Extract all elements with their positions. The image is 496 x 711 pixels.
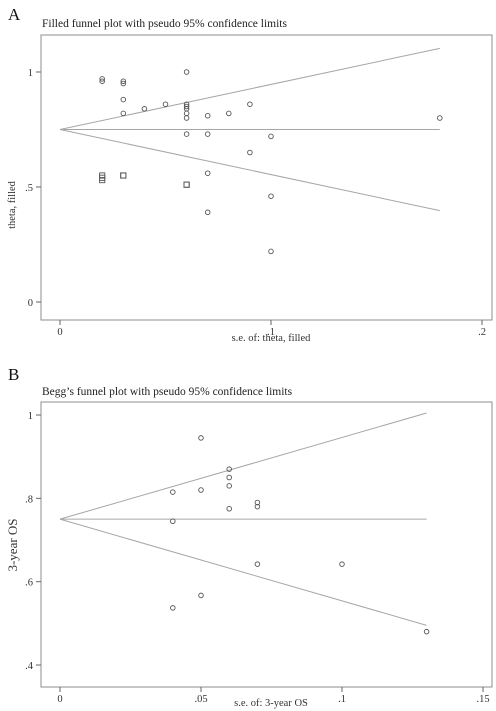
panel-b-study-point [198, 592, 204, 599]
panel-b-y-axis-label: 3-year OS [5, 518, 20, 571]
panel-a-study-point [141, 106, 148, 112]
panel-a-study-point [204, 209, 211, 216]
panel-b-x-tick-label: .15 [476, 694, 489, 705]
panel-a-y-axis-label: theta, filled [7, 180, 18, 229]
panel-a-study-point [268, 193, 274, 199]
panel-a-x-tick-label: 0 [57, 327, 62, 338]
panel-a-study-point [183, 115, 190, 121]
panel-a-filled-study-point [183, 181, 190, 188]
panel-b-y-tick-label: .8 [25, 494, 33, 505]
panel-a-plot-layer: 0 .1 .2 0 .5 1 [25, 47, 486, 338]
panel-b-x-tick-label: .05 [194, 694, 207, 705]
panel-a-study-point [247, 101, 253, 107]
panel-b-study-point [339, 561, 345, 567]
panel-a-study-point [183, 69, 190, 75]
panel-b-y-tick-label: .4 [25, 661, 34, 672]
panel-b-y-tick-label: .6 [25, 578, 33, 589]
panel-a-x-tick-label: .2 [478, 327, 486, 338]
panel-b-study-point [254, 561, 261, 567]
panel-b-title: Begg’s funnel plot with pseudo 95% confi… [42, 386, 293, 398]
panel-a-y-tick-label: .5 [25, 183, 33, 194]
panel-a-study-point [99, 78, 105, 84]
panel-a-study-point [437, 115, 443, 121]
panel-b-frame [40, 401, 493, 688]
panel-b-study-point [170, 518, 176, 525]
panel-b-study-point [423, 628, 430, 635]
panel-a-study-point [268, 248, 274, 255]
panel-a-y-tick-label: 0 [28, 298, 33, 309]
panel-a-filled-study-point [99, 177, 106, 184]
panel-b-study-point [226, 466, 232, 472]
panel-a-filled-study-point [183, 181, 190, 188]
panel-b-lower-confidence-limit [59, 518, 427, 626]
panel-a-filled-study-point [120, 172, 127, 179]
panel-a-x-axis-label: s.e. of: theta, filled [232, 333, 311, 344]
panel-a-study-point [204, 170, 211, 176]
panel-a-letter: A [8, 5, 21, 24]
panel-b-x-tick-label: .1 [338, 694, 346, 705]
panel-b-study-point [170, 489, 176, 495]
panel-b-y-tick-label: 1 [28, 411, 33, 422]
panel-b: B Begg’s funnel plot with pseudo 95% con… [5, 365, 493, 709]
panel-a-study-point [226, 110, 232, 117]
panel-a-study-point [247, 149, 253, 156]
panel-b-upper-confidence-limit [59, 412, 427, 520]
panel-b-study-point [198, 487, 204, 493]
panel-a-lower-confidence-limit [59, 129, 440, 212]
panel-b-study-point [226, 506, 232, 512]
panel-a-filled-study-point [120, 172, 127, 179]
panel-a-study-point [99, 76, 105, 82]
panel-a-study-point [162, 101, 169, 107]
panel-a-x-tick-label: .1 [267, 327, 275, 338]
panel-a-study-point [183, 131, 190, 137]
panel-b-letter: B [8, 365, 19, 384]
panel-a-study-point [204, 112, 211, 119]
panel-b-study-point [198, 435, 204, 441]
panel-a-study-point [183, 103, 190, 110]
panel-a-study-point [120, 78, 127, 84]
panel-a-study-point [204, 131, 211, 137]
panel-b-plot-layer: 0 .05 .1 .15 .4 .6 .8 1 [25, 411, 489, 705]
panel-b-study-point [226, 483, 232, 489]
panel-a: A Filled funnel plot with pseudo 95% con… [7, 5, 493, 344]
panel-b-study-point [226, 474, 232, 481]
panel-b-study-point [170, 605, 176, 611]
panel-a-title: Filled funnel plot with pseudo 95% confi… [42, 18, 288, 30]
panel-a-y-tick-label: 1 [28, 68, 33, 79]
panel-a-study-point [120, 110, 127, 117]
panel-b-x-axis-label: s.e. of: 3-year OS [234, 698, 308, 709]
panel-a-frame [40, 34, 493, 321]
panel-b-study-point [254, 503, 261, 510]
panel-a-study-point [183, 110, 190, 117]
panel-b-x-tick-label: 0 [57, 694, 62, 705]
panel-a-study-point [120, 80, 127, 87]
panel-a-study-point [268, 133, 274, 140]
panel-a-study-point [120, 96, 127, 103]
panel-a-upper-confidence-limit [59, 47, 440, 130]
